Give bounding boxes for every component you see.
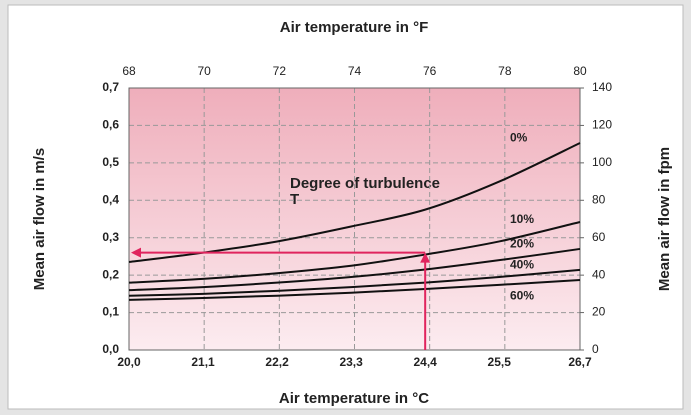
x-tick-label: 23,3 [339, 355, 363, 369]
series-line [128, 221, 581, 284]
y2-tick-label: 140 [592, 80, 612, 94]
y2-tick-label: 100 [592, 155, 612, 169]
x-axis-label: Air temperature in °C [279, 390, 429, 407]
plot-frame [128, 87, 581, 351]
y-tick-label: 0,0 [102, 342, 119, 356]
y-tick-label: 0,1 [102, 305, 119, 319]
series-label: 20% [510, 237, 534, 251]
x2-tick-label: 78 [498, 64, 512, 78]
x-tick-label: 21,1 [191, 355, 215, 369]
y-tick-label: 0,3 [102, 230, 119, 244]
x-tick-label: 26,7 [568, 355, 592, 369]
y-tick-label: 0,7 [102, 80, 119, 94]
series-label: 10% [510, 212, 534, 226]
series-label: 40% [510, 258, 534, 272]
chart-title: Air temperature in °F [280, 19, 429, 36]
y-tick-label: 0,5 [102, 155, 119, 169]
x2-tick-label: 80 [573, 64, 587, 78]
y2-axis-label: Mean air flow in fpm [656, 147, 673, 291]
series-label: 60% [510, 289, 534, 303]
y2-tick-label: 40 [592, 267, 606, 281]
y2-tick-label: 120 [592, 118, 612, 132]
y2-tick-label: 0 [592, 342, 599, 356]
x-tick-label: 25,5 [488, 355, 512, 369]
y2-tick-label: 80 [592, 192, 606, 206]
y-tick-label: 0,6 [102, 118, 119, 132]
x-tick-label: 22,2 [265, 355, 289, 369]
y2-tick-label: 60 [592, 230, 606, 244]
x2-tick-label: 76 [423, 64, 437, 78]
x2-tick-label: 68 [122, 64, 136, 78]
series-line [128, 247, 581, 292]
x-tick-label: 20,0 [117, 355, 141, 369]
arrow [137, 251, 427, 350]
y2-tick-label: 20 [592, 305, 606, 319]
annotation: Degree of turbulence [290, 175, 440, 192]
x2-tick-label: 72 [273, 64, 287, 78]
x2-tick-label: 70 [197, 64, 211, 78]
y-tick-label: 0,4 [102, 192, 119, 206]
y-axis-label: Mean air flow in m/s [31, 148, 48, 291]
x2-tick-label: 74 [348, 64, 362, 78]
annotation: T [290, 191, 299, 208]
x-tick-label: 24,4 [413, 355, 437, 369]
series-label: 0% [510, 130, 528, 144]
series-line [128, 279, 581, 301]
y-tick-label: 0,2 [102, 267, 119, 281]
series-line [128, 268, 581, 297]
